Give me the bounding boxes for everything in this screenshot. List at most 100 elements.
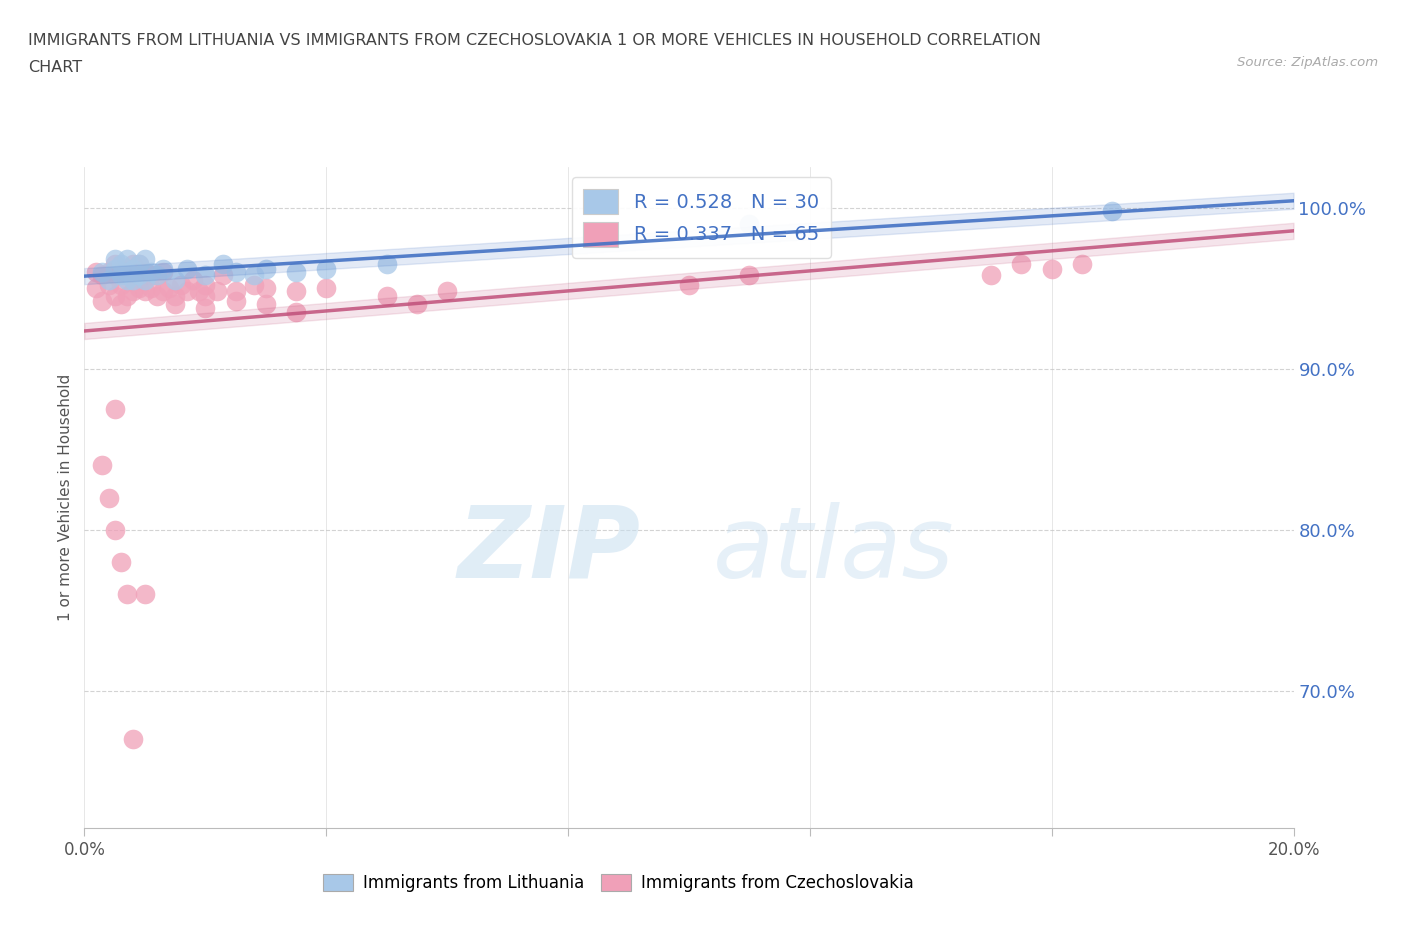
Point (212, 257, 235, 272)
Point (194, 268, 217, 283)
Point (121, 284, 143, 299)
Point (181, 272, 204, 287)
Point (110, 277, 132, 292)
Point (115, 587, 138, 602)
Point (225, 284, 247, 299)
Point (128, 268, 150, 283)
Point (104, 402, 127, 417)
Point (115, 252, 138, 267)
Point (128, 257, 150, 272)
Y-axis label: 1 or more Vehicles in Household: 1 or more Vehicles in Household (58, 374, 73, 621)
Point (242, 277, 264, 292)
Point (163, 289, 186, 304)
Point (157, 281, 180, 296)
Point (225, 294, 247, 309)
Point (134, 265, 156, 280)
Point (254, 261, 277, 276)
Point (207, 284, 229, 299)
Point (115, 272, 138, 287)
Point (194, 289, 217, 304)
Point (134, 587, 156, 602)
Point (97, 490, 120, 505)
Point (242, 268, 264, 283)
Text: Source: ZipAtlas.com: Source: ZipAtlas.com (1237, 56, 1378, 69)
Point (110, 257, 132, 272)
Point (121, 272, 143, 287)
Text: IMMIGRANTS FROM LITHUANIA VS IMMIGRANTS FROM CZECHOSLOVAKIA 1 OR MORE VEHICLES I: IMMIGRANTS FROM LITHUANIA VS IMMIGRANTS … (28, 33, 1040, 47)
Point (110, 261, 132, 276)
Point (97, 265, 120, 280)
Point (104, 252, 127, 267)
Point (86, 281, 108, 296)
Point (1010, 257, 1032, 272)
Point (225, 265, 247, 280)
Point (1040, 261, 1063, 276)
Point (91, 268, 114, 283)
Point (678, 277, 700, 292)
Point (170, 277, 193, 292)
Point (104, 261, 127, 276)
Point (315, 281, 337, 296)
Point (375, 289, 398, 304)
Point (97, 277, 120, 292)
Point (115, 289, 138, 304)
Point (146, 268, 169, 283)
Point (375, 257, 398, 272)
Point (194, 300, 217, 315)
Point (139, 268, 162, 283)
Point (110, 268, 132, 283)
Point (104, 268, 127, 283)
Point (284, 284, 308, 299)
Point (128, 281, 150, 296)
Point (139, 265, 162, 280)
Point (284, 265, 308, 280)
Point (104, 523, 127, 538)
Point (212, 268, 235, 283)
Point (284, 305, 308, 320)
Point (152, 265, 174, 280)
Point (91, 265, 114, 280)
Point (139, 281, 162, 296)
Point (146, 289, 169, 304)
Text: ZIP: ZIP (457, 502, 641, 599)
Point (176, 284, 198, 299)
Point (254, 297, 277, 312)
Text: CHART: CHART (28, 60, 82, 75)
Point (121, 257, 143, 272)
Point (128, 257, 150, 272)
Point (91, 294, 114, 309)
Point (254, 281, 277, 296)
Point (176, 261, 198, 276)
Point (121, 261, 143, 276)
Point (110, 554, 132, 569)
Text: atlas: atlas (713, 502, 955, 599)
Point (980, 268, 1002, 283)
Point (97, 272, 120, 287)
Point (163, 297, 186, 312)
Legend: R = 0.528   N = 30, R = 0.337   N = 65: R = 0.528 N = 30, R = 0.337 N = 65 (572, 177, 831, 259)
Point (134, 284, 156, 299)
Point (738, 217, 761, 232)
Point (152, 261, 174, 276)
Point (110, 297, 132, 312)
Point (1071, 257, 1094, 272)
Point (134, 252, 156, 267)
Point (128, 268, 150, 283)
Point (188, 284, 211, 299)
Point (738, 268, 761, 283)
Point (315, 261, 337, 276)
Point (134, 272, 156, 287)
Point (121, 732, 143, 747)
Legend: Immigrants from Lithuania, Immigrants from Czechoslovakia: Immigrants from Lithuania, Immigrants fr… (316, 867, 921, 898)
Point (406, 297, 429, 312)
Point (121, 268, 143, 283)
Point (115, 268, 138, 283)
Point (104, 289, 127, 304)
Point (1101, 204, 1123, 219)
Point (436, 284, 458, 299)
Point (104, 257, 127, 272)
Point (194, 277, 217, 292)
Point (86, 265, 108, 280)
Point (163, 272, 186, 287)
Point (152, 284, 174, 299)
